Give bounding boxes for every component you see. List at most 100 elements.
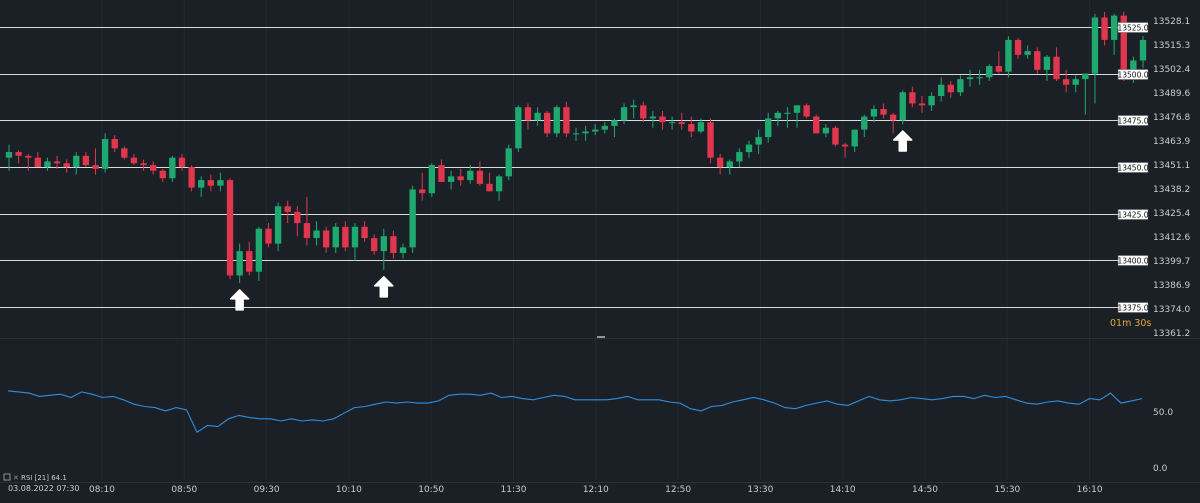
candle[interactable] bbox=[419, 172, 426, 201]
candle[interactable] bbox=[1139, 36, 1147, 68]
indicator-settings-icon[interactable] bbox=[3, 473, 11, 481]
candle[interactable] bbox=[438, 159, 445, 182]
candle[interactable] bbox=[957, 75, 964, 96]
candle[interactable] bbox=[909, 86, 916, 108]
candle[interactable] bbox=[1024, 45, 1031, 59]
candle[interactable] bbox=[745, 140, 753, 158]
candle[interactable] bbox=[409, 185, 416, 253]
candle[interactable] bbox=[755, 129, 762, 154]
candle[interactable] bbox=[361, 221, 368, 242]
candle[interactable] bbox=[534, 107, 541, 126]
candle[interactable] bbox=[428, 163, 436, 197]
candle[interactable] bbox=[938, 77, 945, 102]
candle[interactable] bbox=[1082, 73, 1089, 115]
candle[interactable] bbox=[178, 153, 186, 171]
candle[interactable] bbox=[246, 241, 253, 276]
candle[interactable] bbox=[342, 221, 349, 252]
candle[interactable] bbox=[976, 69, 983, 85]
candle[interactable] bbox=[332, 223, 339, 253]
candle[interactable] bbox=[1062, 69, 1070, 93]
candle[interactable] bbox=[1110, 13, 1118, 55]
candle[interactable] bbox=[889, 112, 897, 134]
candle[interactable] bbox=[880, 103, 887, 119]
candle[interactable] bbox=[774, 110, 781, 126]
candle[interactable] bbox=[688, 116, 695, 138]
candle[interactable] bbox=[207, 174, 214, 192]
candle[interactable] bbox=[1091, 13, 1099, 104]
candle[interactable] bbox=[1014, 38, 1022, 59]
candle[interactable] bbox=[851, 129, 858, 153]
candle[interactable] bbox=[159, 168, 166, 182]
candle[interactable] bbox=[457, 168, 464, 186]
candle[interactable] bbox=[390, 230, 397, 259]
candle[interactable] bbox=[813, 114, 820, 134]
candle[interactable] bbox=[5, 144, 13, 171]
candle[interactable] bbox=[274, 202, 282, 252]
candle[interactable] bbox=[44, 157, 51, 171]
candle[interactable] bbox=[34, 152, 42, 168]
candle[interactable] bbox=[553, 105, 560, 138]
candle[interactable] bbox=[822, 124, 830, 138]
candle[interactable] bbox=[380, 228, 387, 270]
candle[interactable] bbox=[697, 118, 705, 134]
candle[interactable] bbox=[82, 152, 90, 168]
candle[interactable] bbox=[294, 206, 301, 237]
candle[interactable] bbox=[303, 196, 311, 246]
candle[interactable] bbox=[572, 127, 580, 141]
candle[interactable] bbox=[928, 92, 935, 111]
candle[interactable] bbox=[563, 101, 570, 138]
candle[interactable] bbox=[1034, 47, 1041, 74]
candle[interactable] bbox=[25, 153, 32, 171]
candle[interactable] bbox=[995, 51, 1003, 74]
candle[interactable] bbox=[966, 69, 974, 87]
candle[interactable] bbox=[322, 226, 330, 253]
candle[interactable] bbox=[130, 153, 138, 166]
candle[interactable] bbox=[870, 105, 878, 123]
candle[interactable] bbox=[371, 234, 378, 255]
candle[interactable] bbox=[716, 153, 724, 175]
candle[interactable] bbox=[140, 159, 147, 171]
candle[interactable] bbox=[15, 150, 22, 164]
rsi-line[interactable] bbox=[7, 390, 1143, 434]
candle[interactable] bbox=[630, 99, 637, 119]
candle[interactable] bbox=[236, 243, 243, 283]
candle[interactable] bbox=[918, 95, 926, 113]
candle[interactable] bbox=[668, 116, 676, 130]
candle[interactable] bbox=[841, 142, 849, 158]
candle[interactable] bbox=[399, 243, 407, 259]
candle[interactable] bbox=[149, 161, 157, 175]
candle[interactable] bbox=[736, 148, 743, 168]
candle[interactable] bbox=[640, 101, 647, 123]
candle[interactable] bbox=[92, 148, 99, 175]
indicator-legend[interactable]: ✕ RSI [21] 64.1 bbox=[3, 473, 67, 482]
candle[interactable] bbox=[620, 103, 628, 125]
candle[interactable] bbox=[226, 178, 234, 280]
candle[interactable] bbox=[726, 159, 733, 175]
candle[interactable] bbox=[486, 172, 493, 192]
candle[interactable] bbox=[476, 161, 484, 186]
candle[interactable] bbox=[495, 174, 503, 201]
candle[interactable] bbox=[601, 122, 609, 134]
candle[interactable] bbox=[832, 125, 839, 147]
candle[interactable] bbox=[188, 165, 195, 192]
candle[interactable] bbox=[1101, 11, 1108, 46]
candle[interactable] bbox=[1053, 47, 1060, 82]
candle[interactable] bbox=[803, 103, 810, 119]
candle[interactable] bbox=[255, 226, 263, 282]
candle[interactable] bbox=[986, 64, 993, 82]
candle[interactable] bbox=[793, 105, 801, 128]
candle[interactable] bbox=[861, 114, 868, 138]
candle[interactable] bbox=[1043, 54, 1051, 82]
candle[interactable] bbox=[582, 125, 589, 141]
candle[interactable] bbox=[217, 172, 224, 192]
candle[interactable] bbox=[111, 135, 118, 153]
candle[interactable] bbox=[467, 165, 474, 184]
candle[interactable] bbox=[524, 103, 532, 130]
candle[interactable] bbox=[543, 110, 551, 138]
candle[interactable] bbox=[784, 107, 791, 128]
indicator-close-icon[interactable]: ✕ bbox=[13, 474, 19, 482]
candle[interactable] bbox=[265, 223, 272, 248]
candle[interactable] bbox=[678, 112, 685, 130]
candle[interactable] bbox=[313, 221, 320, 246]
candle[interactable] bbox=[899, 90, 906, 125]
